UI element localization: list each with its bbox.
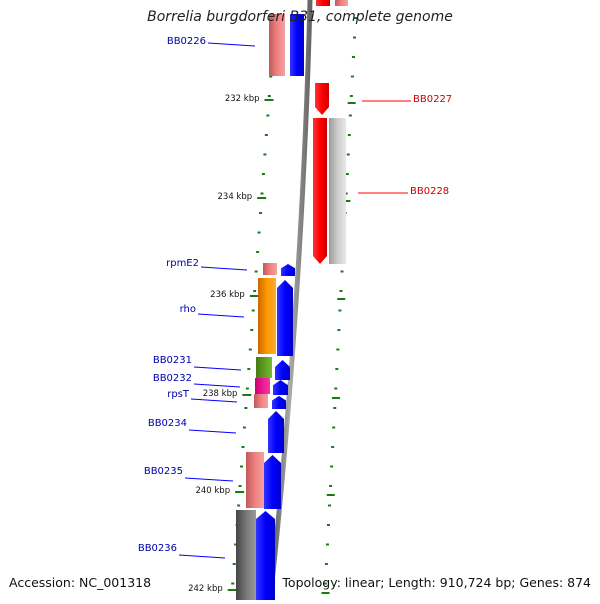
scale-tick-label: 234 kbp [217, 192, 253, 202]
feature-BB0231-cds[interactable] [275, 360, 290, 380]
genome-summary-text: Topology: linear; Length: 910,724 bp; Ge… [282, 575, 591, 590]
feature-BB0232-gene[interactable] [255, 378, 270, 394]
leader-line-BB0235 [184, 477, 234, 482]
leader-line-BB0234 [188, 429, 237, 434]
gene-label-BB0228[interactable]: BB0228 [410, 186, 450, 197]
gene-label-BB0231[interactable]: BB0231 [152, 355, 192, 366]
feature-BB0235-cds[interactable] [264, 455, 281, 509]
gene-label-BB0234[interactable]: BB0234 [147, 418, 187, 429]
scale-tick-label: 238 kbp [202, 389, 238, 399]
feature-BB0228-cds[interactable] [313, 118, 327, 264]
scale-tick-label: 232 kbp [224, 94, 260, 104]
feature-BB0234-cds[interactable] [268, 411, 284, 453]
feature-BB0236-gene[interactable] [236, 510, 256, 604]
feature-rho-gene[interactable] [258, 278, 276, 354]
feature-rho-cds[interactable] [277, 280, 293, 356]
scale-tick-label: 242 kbp [188, 584, 223, 594]
feature-BB0236-cds[interactable] [256, 511, 275, 604]
feature-rpmE2-cds[interactable] [281, 264, 295, 276]
gene-label-rpsT[interactable]: rpsT [167, 389, 189, 400]
genome-title: Borrelia burgdorferi B31, complete genom… [147, 9, 453, 25]
scale-tick-label: 240 kbp [195, 486, 231, 496]
leader-line-BB0236 [178, 554, 226, 559]
feature-BB0231-gene[interactable] [256, 357, 272, 378]
feature-BB0232-cds[interactable] [273, 380, 288, 395]
feature-top-pink[interactable] [335, 0, 348, 6]
leader-line-BB0232 [193, 383, 241, 388]
feature-BB0228-gene[interactable] [329, 118, 346, 264]
gene-label-BB0235[interactable]: BB0235 [143, 466, 183, 477]
gene-label-BB0226[interactable]: BB0226 [166, 36, 206, 47]
gene-label-BB0236[interactable]: BB0236 [137, 543, 177, 554]
gene-label-BB0232[interactable]: BB0232 [152, 373, 192, 384]
leader-line-BB0226 [207, 42, 256, 47]
label-leaders [178, 42, 411, 559]
gene-label-rho[interactable]: rho [179, 304, 196, 315]
feature-BB0226-gene[interactable] [269, 14, 285, 76]
feature-top-red[interactable] [316, 0, 330, 6]
gene-label-BB0227[interactable]: BB0227 [413, 94, 453, 105]
feature-BB0226-cds[interactable] [290, 14, 304, 76]
feature-BB0227-cds[interactable] [315, 83, 329, 115]
feature-BB0235-gene[interactable] [246, 452, 264, 508]
genome-backbone [267, 0, 313, 601]
leader-line-rpsT [190, 398, 238, 403]
scale-tick-label: 236 kbp [210, 290, 245, 300]
accession-text: Accession: NC_001318 [9, 575, 152, 590]
feature-rpmE2-gene[interactable] [263, 263, 277, 275]
gene-label-rpmE2[interactable]: rpmE2 [166, 258, 199, 269]
leader-line-rpmE2 [200, 266, 248, 271]
leader-line-BB0231 [193, 366, 242, 371]
gene-features [236, 0, 348, 604]
feature-rpsT-gene[interactable] [254, 394, 268, 408]
feature-rpsT-cds[interactable] [272, 396, 286, 409]
leader-line-rho [197, 313, 245, 318]
